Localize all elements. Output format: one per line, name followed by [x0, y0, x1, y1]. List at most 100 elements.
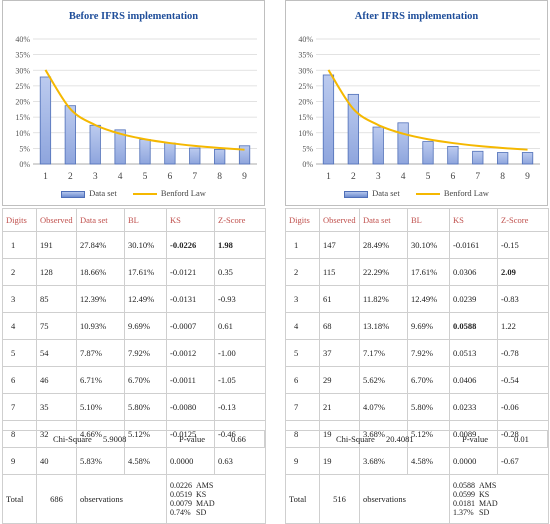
- table-cell: 46: [36, 366, 77, 394]
- x-tick-label: 2: [351, 172, 356, 182]
- metric-value: 1.37%: [453, 508, 474, 517]
- total-observations-word: observations: [76, 474, 167, 524]
- bar-3: [89, 124, 101, 165]
- table-row: 6 29 5.62% 6.70% 0.0406 -0.54: [285, 366, 549, 394]
- table-cell: 3: [285, 285, 320, 313]
- total-row: Total 516 observations 0.0588 AMS 0.0599 KS 0.0…: [285, 474, 549, 524]
- y-tick-label: 35%: [298, 51, 313, 60]
- table-cell: 191: [36, 231, 77, 259]
- table-cell: 5.83%: [76, 447, 125, 475]
- summary-metrics: 0.0226 AMS 0.0519 KS 0.0079 MAD 0.74% SD: [166, 474, 266, 524]
- chi-value: 20.4081: [386, 434, 414, 444]
- metric-value: 0.0226: [170, 481, 192, 490]
- bar-5: [139, 139, 151, 165]
- before-stats-table: Digits Observed Data set BL KS Z-Score 1 191 27.…: [2, 208, 266, 524]
- table-row: 4 75 10.93% 9.69% -0.0007 0.61: [2, 312, 266, 340]
- legend-line-label: Benford Law: [160, 188, 206, 198]
- chi-label: Chi-Square: [53, 434, 92, 444]
- table-row: 5 37 7.17% 7.92% 0.0513 -0.78: [285, 339, 549, 367]
- table-cell: 19: [319, 447, 360, 475]
- table-cell: -0.0007: [166, 312, 215, 340]
- table-cell: 8: [2, 420, 37, 448]
- table-cell: 5.62%: [359, 366, 408, 394]
- y-tick-label: 25%: [15, 82, 30, 91]
- legend-bars-label: Data set: [372, 188, 400, 198]
- table-cell: 9: [2, 447, 37, 475]
- table-cell: -0.0121: [166, 258, 215, 286]
- table-cell: 75: [36, 312, 77, 340]
- table-cell: 5: [2, 339, 37, 367]
- table-cell: 9: [285, 447, 320, 475]
- y-tick-label: 35%: [15, 51, 30, 60]
- total-observations-word: observations: [359, 474, 450, 524]
- column-header: Data set: [76, 208, 125, 232]
- chart-title: Before IFRS implementation: [68, 11, 199, 22]
- metric-name: MAD: [479, 499, 498, 508]
- metric-value: 0.0519: [170, 490, 192, 499]
- table-row: 6 46 6.71% 6.70% -0.0011 -1.05: [2, 366, 266, 394]
- table-cell: 12.39%: [76, 285, 125, 313]
- y-tick-label: 25%: [298, 82, 313, 91]
- benford-line: [327, 69, 528, 151]
- total-row: Total 686 observations 0.0226 AMS 0.0519 KS 0.0…: [2, 474, 266, 524]
- table-cell: 6.70%: [124, 366, 167, 394]
- x-tick-label: 6: [168, 172, 173, 182]
- table-header-row: Digits Observed Data set BL KS Z-Score: [285, 208, 549, 232]
- y-tick-label: 10%: [298, 129, 313, 138]
- table-cell: 35: [36, 393, 77, 421]
- legend-bar-swatch: [61, 190, 86, 198]
- column-header: KS: [449, 208, 498, 232]
- table-row: 9 40 5.83% 4.58% 0.0000 0.63: [2, 447, 266, 475]
- metric-line: 0.0599 KS: [453, 490, 545, 499]
- table-row: 5 54 7.87% 7.92% -0.0012 -1.00: [2, 339, 266, 367]
- bar-8: [214, 149, 226, 165]
- table-cell: 18.66%: [76, 258, 125, 286]
- bar-1: [39, 76, 52, 165]
- table-row: 7 35 5.10% 5.80% -0.0080 -0.13: [2, 393, 266, 421]
- table-row: 2 128 18.66% 17.61% -0.0121 0.35: [2, 258, 266, 286]
- table-cell: 54: [36, 339, 77, 367]
- table-cell: 6: [2, 366, 37, 394]
- table-cell: -0.54: [497, 366, 549, 394]
- table-cell: -0.15: [497, 231, 549, 259]
- table-cell: 29: [319, 366, 360, 394]
- y-tick-label: 15%: [15, 113, 30, 122]
- table-cell: 4: [2, 312, 37, 340]
- table-cell: -0.0080: [166, 393, 215, 421]
- table-cell: -0.0131: [166, 285, 215, 313]
- table-row: 4 68 13.18% 9.69% 0.0588 1.22: [285, 312, 549, 340]
- bar-2: [64, 105, 76, 165]
- table-cell: -0.67: [497, 447, 549, 475]
- table-cell: 1.98: [214, 231, 266, 259]
- table-cell: 0.0306: [449, 258, 498, 286]
- table-cell: 6.70%: [407, 366, 450, 394]
- table-row: 3 61 11.82% 12.49% 0.0239 -0.83: [285, 285, 549, 313]
- column-header: BL: [124, 208, 167, 232]
- x-tick-label: 1: [43, 172, 48, 182]
- table-cell: 0.63: [214, 447, 266, 475]
- table-cell: 0.35: [214, 258, 266, 286]
- bar-1: [322, 74, 335, 165]
- x-tick-label: 2: [68, 172, 73, 182]
- table-row: 7 21 4.07% 5.80% 0.0233 -0.06: [285, 393, 549, 421]
- table-cell: -0.78: [497, 339, 549, 367]
- x-tick-label: 8: [500, 172, 505, 182]
- metric-value: 0.0079: [170, 499, 192, 508]
- table-cell: 115: [319, 258, 360, 286]
- y-tick-label: 5%: [302, 144, 313, 153]
- table-cell: -0.0012: [166, 339, 215, 367]
- total-count: 516: [319, 474, 360, 524]
- table-cell: 61: [319, 285, 360, 313]
- table-cell: 10.93%: [76, 312, 125, 340]
- legend-bars-label: Data set: [89, 188, 117, 198]
- table-cell: 3: [2, 285, 37, 313]
- table-cell: 5: [285, 339, 320, 367]
- metric-value: 0.0181: [453, 499, 475, 508]
- y-tick-label: 0%: [19, 160, 30, 169]
- column-header: Z-Score: [497, 208, 549, 232]
- x-tick-label: 6: [451, 172, 456, 182]
- x-tick-label: 8: [217, 172, 222, 182]
- x-tick-label: 3: [376, 172, 381, 182]
- table-cell: -0.93: [214, 285, 266, 313]
- y-tick-label: 30%: [15, 66, 30, 75]
